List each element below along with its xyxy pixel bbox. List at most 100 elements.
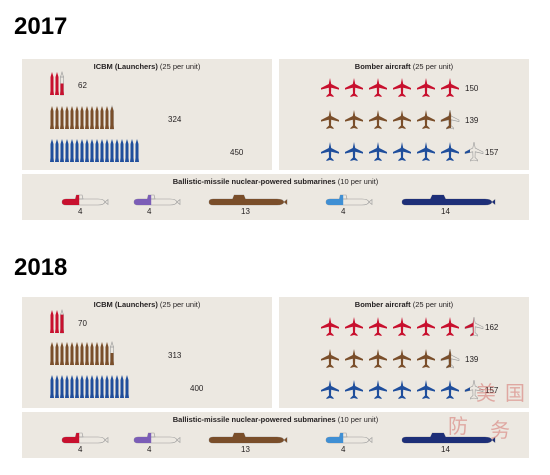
bomber-icon — [369, 380, 387, 399]
missile-icon — [70, 106, 74, 129]
bomber-icon — [464, 379, 484, 400]
missile-icon — [50, 72, 54, 95]
submarine-icon — [133, 194, 181, 206]
submarine-title: Ballistic-missile nuclear-powered submar… — [172, 177, 379, 186]
bomber-row-china — [321, 348, 460, 369]
missile-icon — [100, 375, 104, 398]
year-heading-2018: 2018 — [14, 254, 68, 281]
bomber-icon — [369, 349, 387, 368]
submarine-russia — [61, 432, 109, 444]
bomber-icon — [417, 380, 435, 399]
bomber-icon — [345, 349, 363, 368]
missile-icon — [95, 139, 99, 162]
bomber-row-russia — [321, 78, 459, 97]
missile-icon — [60, 342, 64, 365]
icbm-title: ICBM (Launchers) (25 per unit) — [93, 62, 201, 71]
bomber-icon — [417, 142, 435, 161]
missile-icon — [65, 375, 69, 398]
icbm-count-china: 324 — [168, 115, 182, 124]
bomber-title: Bomber aircraft (25 per unit) — [354, 300, 454, 309]
submarine-count-uk: 4 — [147, 207, 152, 216]
bomber-icon — [441, 380, 459, 399]
submarine-icon — [401, 194, 496, 206]
missile-icon — [80, 342, 84, 365]
missile-icon — [95, 375, 99, 398]
missile-icon — [110, 340, 114, 366]
missile-icon — [50, 375, 54, 398]
missile-icon — [90, 106, 94, 129]
missile-icon — [65, 106, 69, 129]
submarine-count-uk: 4 — [147, 445, 152, 454]
submarine-count-china: 13 — [241, 445, 250, 454]
bomber-icon — [345, 142, 363, 161]
missile-icon — [60, 375, 64, 398]
bomber-panel-2017: Bomber aircraft (25 per unit) 150 139 15… — [279, 59, 529, 170]
submarine-count-russia: 4 — [78, 445, 83, 454]
submarine-count-usa: 14 — [441, 445, 450, 454]
missile-icon — [105, 106, 109, 129]
missile-icon — [65, 342, 69, 365]
missile-icon — [105, 342, 109, 365]
missile-icon — [85, 342, 89, 365]
submarine-uk — [133, 432, 181, 444]
bomber-row-china — [321, 109, 460, 130]
bomber-count-china: 139 — [465, 355, 479, 364]
submarine-china — [208, 432, 288, 444]
bomber-icon — [345, 110, 363, 129]
icbm-panel-2017: ICBM (Launchers) (25 per unit) 62 324 45… — [22, 59, 272, 170]
missile-icon — [75, 139, 79, 162]
bomber-icon — [393, 110, 411, 129]
icbm-count-usa: 450 — [230, 148, 244, 157]
missile-icon — [55, 375, 59, 398]
bomber-icon — [321, 142, 339, 161]
missile-icon — [55, 139, 59, 162]
missile-icon — [60, 70, 64, 96]
bomber-row-russia — [321, 316, 484, 337]
missile-icon — [60, 106, 64, 129]
missile-icon — [75, 375, 79, 398]
bomber-icon — [321, 110, 339, 129]
bomber-title: Bomber aircraft (25 per unit) — [354, 62, 454, 71]
missile-icon — [115, 375, 119, 398]
submarine-count-russia: 4 — [78, 207, 83, 216]
bomber-icon — [321, 78, 339, 97]
missile-icon — [85, 106, 89, 129]
missile-icon — [105, 139, 109, 162]
icbm-row-russia — [50, 70, 64, 96]
bomber-icon — [417, 349, 435, 368]
missile-icon — [125, 139, 129, 162]
missile-icon — [50, 310, 54, 333]
submarine-icon — [325, 432, 373, 444]
bomber-count-usa: 157 — [485, 386, 499, 395]
bomber-icon — [321, 380, 339, 399]
submarine-usa — [401, 194, 496, 206]
submarine-title: Ballistic-missile nuclear-powered submar… — [172, 415, 379, 424]
submarine-usa — [401, 432, 496, 444]
missile-icon — [110, 104, 114, 130]
missile-icon — [65, 139, 69, 162]
bomber-icon — [321, 349, 339, 368]
missile-icon — [50, 139, 54, 162]
missile-icon — [60, 139, 64, 162]
missile-icon — [135, 139, 139, 162]
missile-icon — [90, 342, 94, 365]
bomber-icon — [417, 317, 435, 336]
bomber-icon — [369, 317, 387, 336]
bomber-row-usa — [321, 141, 484, 162]
missile-icon — [105, 375, 109, 398]
missile-icon — [90, 139, 94, 162]
missile-icon — [90, 375, 94, 398]
bomber-icon — [464, 141, 484, 162]
missile-icon — [80, 139, 84, 162]
icbm-panel-2018: ICBM (Launchers) (25 per unit) 70 313 40… — [22, 297, 272, 408]
submarine-count-usa: 14 — [441, 207, 450, 216]
bomber-icon — [393, 78, 411, 97]
bomber-icon — [417, 78, 435, 97]
missile-icon — [75, 342, 79, 365]
submarine-panel-2018: Ballistic-missile nuclear-powered submar… — [22, 412, 529, 458]
bomber-icon — [417, 110, 435, 129]
bomber-icon — [345, 380, 363, 399]
icbm-row-china — [50, 340, 114, 366]
submarine-icon — [61, 432, 109, 444]
bomber-icon — [345, 317, 363, 336]
